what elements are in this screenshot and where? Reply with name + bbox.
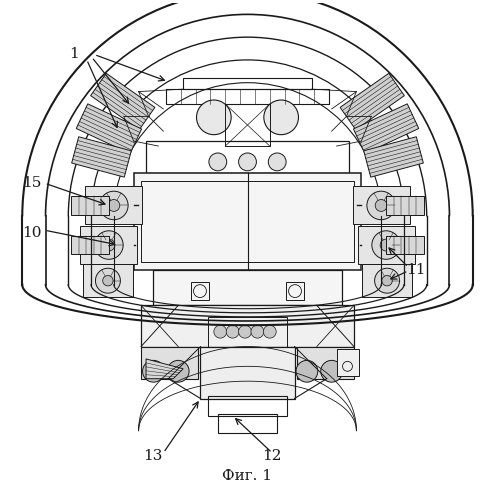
Bar [386, 196, 424, 215]
Bar [141, 180, 354, 262]
Bar [337, 349, 359, 376]
Text: 11: 11 [406, 263, 425, 277]
Circle shape [375, 268, 399, 293]
Bar [83, 264, 133, 298]
Text: 10: 10 [22, 226, 42, 239]
Bar [218, 414, 277, 433]
Bar [134, 174, 361, 270]
Bar [286, 282, 304, 300]
Bar [200, 346, 295, 399]
Text: 13: 13 [144, 450, 163, 464]
Bar [153, 270, 342, 306]
Circle shape [239, 153, 256, 171]
Bar [71, 196, 109, 215]
Bar [208, 396, 287, 416]
Circle shape [263, 325, 276, 338]
Polygon shape [146, 359, 183, 378]
Bar [386, 236, 424, 255]
Circle shape [197, 100, 231, 134]
Bar [191, 282, 209, 300]
Circle shape [372, 231, 400, 260]
Bar [85, 186, 143, 224]
Circle shape [264, 100, 298, 134]
Circle shape [95, 231, 123, 260]
Bar [357, 226, 415, 264]
Circle shape [108, 200, 120, 211]
Circle shape [375, 200, 387, 211]
Circle shape [103, 276, 113, 286]
Circle shape [296, 360, 318, 382]
Circle shape [239, 325, 251, 338]
Circle shape [214, 325, 227, 338]
Bar [141, 306, 354, 346]
Polygon shape [72, 136, 131, 177]
Circle shape [251, 325, 264, 338]
Circle shape [99, 191, 128, 220]
Circle shape [226, 325, 239, 338]
Circle shape [96, 268, 120, 293]
Circle shape [380, 239, 392, 251]
Circle shape [321, 360, 343, 382]
Bar [362, 264, 412, 298]
Bar [166, 89, 329, 104]
Circle shape [143, 360, 164, 382]
Bar [225, 104, 270, 146]
Polygon shape [91, 74, 155, 130]
Polygon shape [364, 136, 423, 177]
Bar [80, 226, 138, 264]
Circle shape [209, 153, 227, 171]
Bar [183, 78, 312, 89]
Text: 15: 15 [22, 176, 42, 190]
Polygon shape [340, 74, 404, 130]
Circle shape [103, 239, 115, 251]
Bar [141, 346, 198, 378]
Circle shape [367, 191, 396, 220]
Polygon shape [76, 104, 142, 154]
Bar [297, 346, 354, 378]
Circle shape [268, 153, 286, 171]
Polygon shape [353, 104, 419, 154]
Circle shape [167, 360, 189, 382]
Text: Фиг. 1: Фиг. 1 [222, 468, 273, 482]
Bar [71, 236, 109, 255]
Bar [208, 317, 287, 346]
Bar [146, 141, 349, 174]
Circle shape [382, 276, 393, 286]
Text: 1: 1 [69, 48, 79, 62]
Bar [352, 186, 410, 224]
Text: 12: 12 [262, 450, 282, 464]
